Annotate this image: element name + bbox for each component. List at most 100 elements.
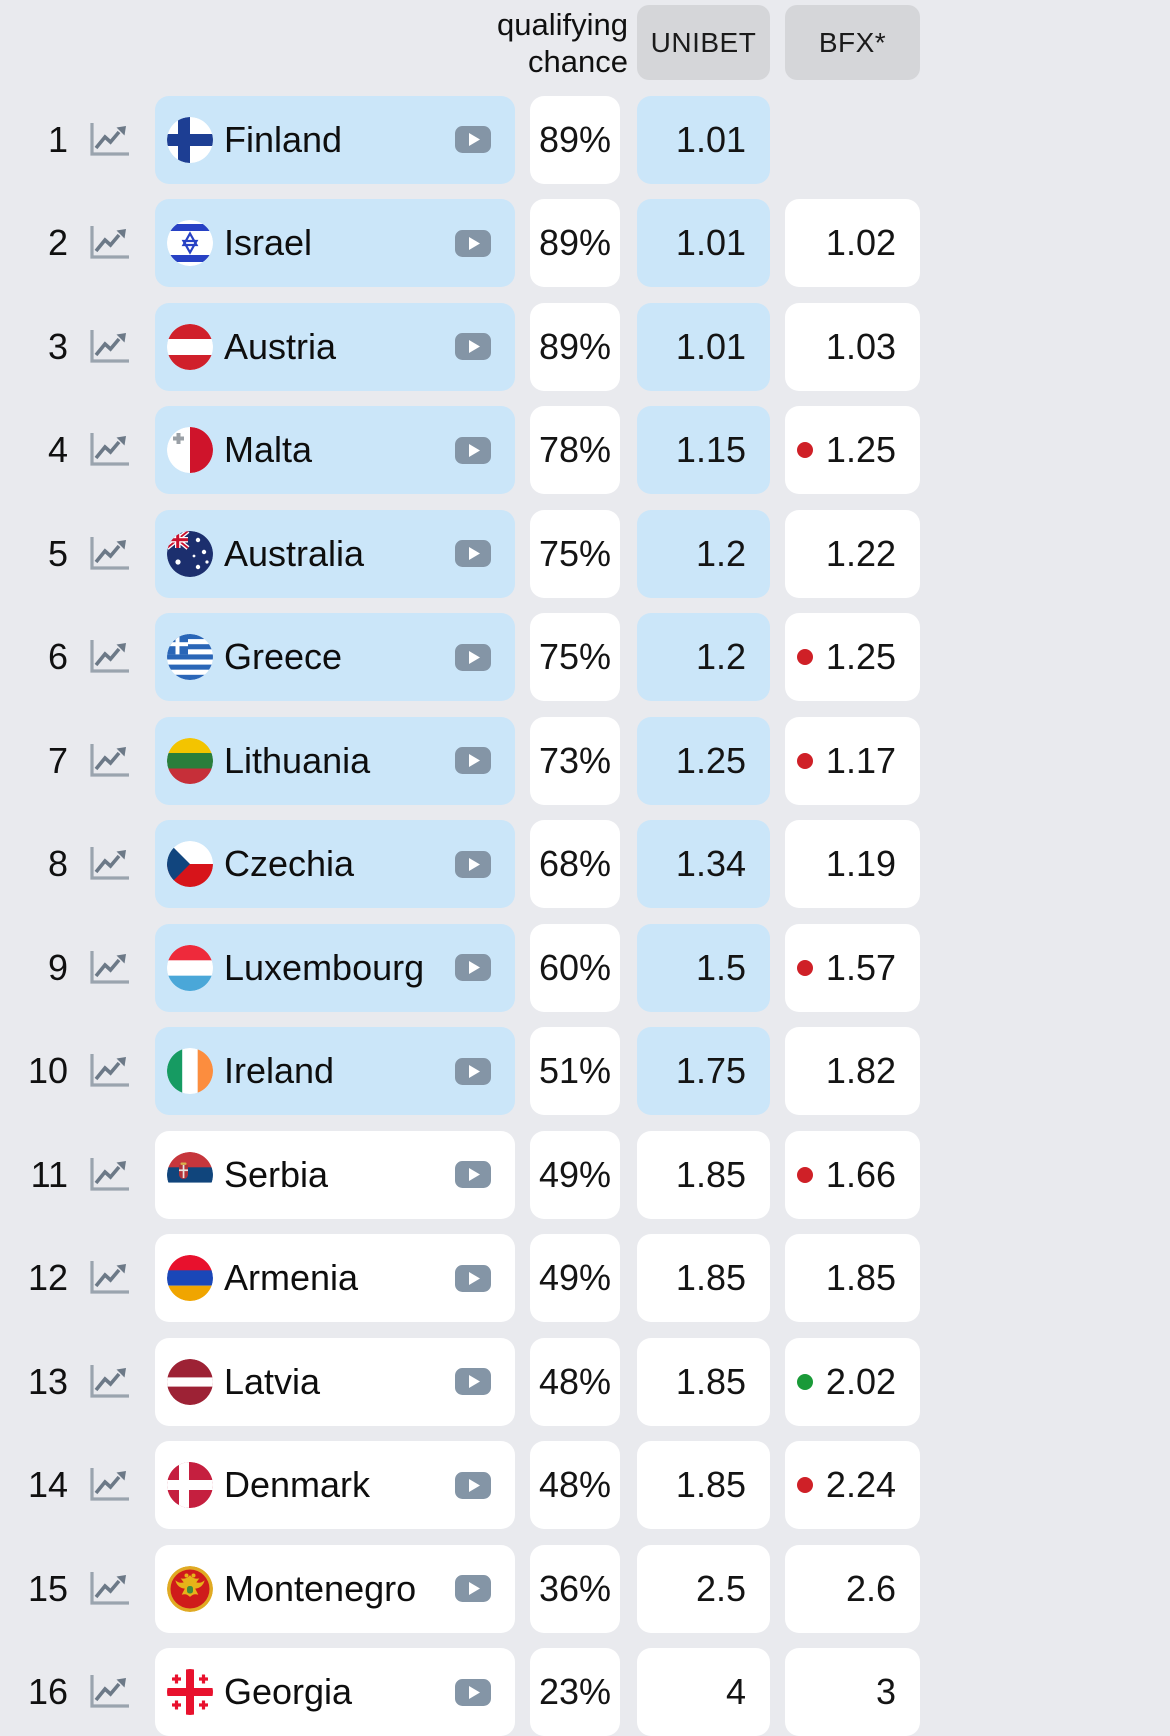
trend-chart-icon[interactable] [84, 303, 134, 391]
unibet-odds-cell[interactable]: 1.5 [637, 923, 770, 1012]
red-movement-dot-icon [796, 752, 813, 769]
bfx-odds-cell[interactable]: 1.19 [785, 820, 920, 908]
play-button[interactable] [455, 1264, 491, 1292]
unibet-odds-cell[interactable]: 1.01 [637, 199, 770, 287]
bfx-odds-cell[interactable]: 1.25 [785, 406, 920, 494]
qualifying-chance-cell: 36% [530, 1544, 620, 1633]
trend-chart-icon[interactable] [84, 820, 134, 908]
trend-chart-icon[interactable] [84, 924, 134, 1012]
trend-chart-icon[interactable] [84, 1648, 134, 1736]
bfx-odds-cell[interactable]: 1.82 [785, 1027, 920, 1115]
green-movement-dot-icon [796, 1373, 813, 1390]
bfx-odds-cell[interactable]: 2.02 [785, 1337, 920, 1426]
rank-label: 13 [27, 1360, 68, 1402]
trend-chart-icon[interactable] [84, 96, 134, 184]
play-button[interactable] [455, 1057, 491, 1085]
flag-icon-montenegro [167, 1565, 213, 1612]
qualifying-chance-cell: 89% [530, 95, 620, 184]
qualifying-chance-value: 49% [538, 1153, 612, 1195]
table-row: 10 Ireland 51% 1.75 1.82 [0, 1027, 1170, 1115]
bfx-odds-cell[interactable]: 1.03 [785, 302, 920, 391]
unibet-odds-value: 1.85 [675, 1360, 746, 1402]
flag-icon-denmark [167, 1462, 213, 1508]
unibet-odds-cell[interactable]: 1.01 [637, 95, 770, 184]
bfx-odds-cell[interactable]: 1.57 [785, 923, 920, 1012]
bfx-odds-cell[interactable]: 1.66 [785, 1130, 920, 1219]
unibet-odds-cell[interactable]: 2.5 [637, 1544, 770, 1633]
country-name: Georgia [224, 1671, 353, 1712]
trend-chart-icon[interactable] [84, 510, 134, 598]
play-button[interactable] [455, 954, 491, 981]
play-button[interactable] [455, 1471, 491, 1499]
trend-chart-icon[interactable] [84, 1234, 134, 1322]
trend-chart-icon[interactable] [84, 1441, 134, 1529]
rank-label: 2 [47, 222, 68, 263]
play-button[interactable] [455, 333, 491, 360]
rank-label: 10 [27, 1050, 68, 1091]
table-row: 6 Greece 75% 1.2 1.25 [0, 613, 1170, 701]
red-movement-dot-icon [796, 442, 813, 458]
rank-label: 6 [47, 636, 68, 677]
flag-icon-finland [167, 116, 213, 163]
trend-chart-icon[interactable] [84, 1545, 134, 1633]
unibet-odds-value: 1.85 [675, 1257, 746, 1298]
flag-icon-austria [167, 323, 213, 370]
bfx-odds-cell[interactable]: 2.24 [785, 1441, 920, 1529]
play-button[interactable] [455, 1575, 491, 1602]
rank-label: 12 [27, 1257, 68, 1298]
bfx-odds-cell[interactable]: 1.85 [785, 1234, 920, 1322]
unibet-odds-cell[interactable]: 1.2 [637, 613, 770, 701]
table-row: 11 Serbia 49% 1.85 1.66 [0, 1130, 1170, 1219]
country-name: Malta [224, 429, 313, 470]
play-button[interactable] [455, 229, 491, 257]
unibet-odds-cell[interactable]: 4 [637, 1648, 770, 1736]
play-button[interactable] [455, 643, 491, 671]
table-row: 15 Montenegro 36% 2.5 2.6 [0, 1544, 1170, 1633]
bfx-odds-cell[interactable]: 3 [785, 1648, 920, 1736]
country-cell: Luxembourg [155, 923, 515, 1012]
unibet-odds-cell[interactable]: 1.25 [637, 716, 770, 805]
unibet-column-header[interactable]: UNIBET [637, 5, 770, 80]
bfx-odds-value: 1.19 [825, 843, 896, 884]
flag-icon-greece [167, 634, 213, 680]
bfx-odds-cell[interactable]: 2.6 [785, 1544, 920, 1633]
country-name: Ireland [224, 1050, 335, 1091]
trend-chart-icon[interactable] [84, 1027, 134, 1115]
unibet-odds-cell[interactable]: 1.34 [637, 820, 770, 908]
bfx-odds-cell[interactable]: 1.17 [785, 716, 920, 805]
play-button[interactable] [455, 1368, 491, 1395]
country-name: Armenia [224, 1257, 359, 1298]
play-button[interactable] [455, 747, 491, 774]
unibet-odds-cell[interactable]: 1.15 [637, 406, 770, 494]
unibet-odds-cell[interactable]: 1.01 [637, 302, 770, 391]
country-cell: Australia [155, 509, 515, 598]
play-button[interactable] [455, 1678, 491, 1706]
trend-chart-icon[interactable] [84, 1131, 134, 1219]
trend-chart-icon[interactable] [84, 1338, 134, 1426]
play-button[interactable] [455, 540, 491, 567]
bfx-column-header[interactable]: BFX* [785, 5, 920, 80]
trend-chart-icon[interactable] [84, 717, 134, 805]
bfx-odds-cell[interactable]: 1.02 [785, 199, 920, 287]
unibet-odds-cell[interactable]: 1.85 [637, 1441, 770, 1529]
table-row: 12 Armenia 49% 1.85 1.85 [0, 1234, 1170, 1322]
play-button[interactable] [455, 436, 491, 464]
trend-chart-icon[interactable] [84, 199, 134, 287]
qualifying-chance-cell: 89% [530, 199, 620, 287]
unibet-odds-cell[interactable]: 1.75 [637, 1027, 770, 1115]
trend-chart-icon[interactable] [84, 613, 134, 701]
unibet-odds-cell[interactable]: 1.85 [637, 1234, 770, 1322]
bfx-odds-cell[interactable]: 1.25 [785, 613, 920, 701]
red-movement-dot-icon [796, 1166, 813, 1183]
unibet-odds-cell[interactable]: 1.85 [637, 1337, 770, 1426]
unibet-odds-cell[interactable]: 1.2 [637, 509, 770, 598]
unibet-odds-value: 1.2 [695, 636, 746, 677]
trend-chart-icon[interactable] [84, 406, 134, 494]
play-button[interactable] [455, 850, 491, 878]
bfx-odds-cell[interactable]: 1.22 [785, 509, 920, 598]
flag-icon-israel [167, 220, 213, 266]
qualifying-chance-cell: 73% [530, 716, 620, 805]
play-button[interactable] [455, 126, 491, 153]
play-button[interactable] [455, 1161, 491, 1188]
unibet-odds-cell[interactable]: 1.85 [637, 1130, 770, 1219]
